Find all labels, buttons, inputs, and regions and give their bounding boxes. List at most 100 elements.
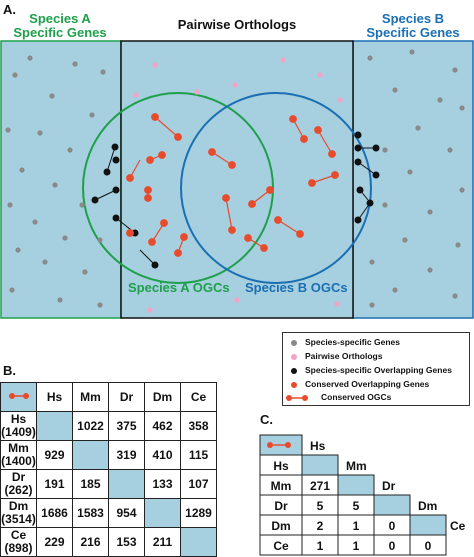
conserved-overlapping-genes (126, 113, 339, 257)
red-dot (314, 126, 322, 134)
red-link (277, 219, 301, 235)
table-cell: 185 (72, 469, 109, 499)
table-row: Dm (3514) 1686 1583 954 1289 (0, 498, 217, 528)
table-b-row-header: Dm (3514) (0, 498, 37, 528)
species-b-header-line2: Specific Genes (366, 25, 460, 40)
row-count: (898) (4, 541, 33, 555)
red-dot (180, 233, 188, 241)
table-cell: 358 (180, 411, 217, 441)
table-cell: 216 (72, 527, 109, 557)
table-b-col-header: Hs (36, 382, 73, 412)
red-dot (222, 194, 230, 202)
red-dot (331, 171, 339, 179)
table-b-col-header: Dr (108, 382, 145, 412)
legend: Species-specific Genes Pairwise Ortholog… (282, 332, 470, 406)
grey-dot (72, 61, 78, 67)
table-cell-value: 5 (353, 499, 360, 513)
black-dot (354, 144, 362, 152)
table-row: Mm (1400) 929 319 410 115 (0, 440, 217, 470)
black-dot (112, 186, 120, 194)
table-c-diag-cell (409, 514, 447, 536)
table-cell: 211 (144, 527, 181, 557)
black-dot (372, 144, 380, 152)
panel-a-diagram (0, 40, 474, 319)
species-a-ogcs-label: Species A OGCs (128, 280, 230, 295)
legend-label: Species-specific Overlapping Genes (305, 365, 452, 375)
red-dot (300, 135, 308, 143)
table-b-row-header: Hs (1409) (0, 411, 37, 441)
black-dot (366, 199, 374, 207)
pink-dot (234, 297, 240, 303)
red-dot (328, 150, 336, 158)
table-b-row-header: Dr (262) (0, 469, 37, 499)
grey-dot (427, 209, 433, 215)
red-link (311, 174, 336, 184)
red-dot (296, 230, 304, 238)
red-dot (266, 186, 274, 194)
red-dot (260, 244, 268, 252)
table-b-row-header: Mm (1400) (0, 440, 37, 470)
grey-dot (392, 287, 398, 293)
red-dumbbell-icon (8, 392, 29, 399)
table-c-col-header: Ce (450, 519, 466, 533)
species-specific-genes-b (367, 49, 465, 308)
table-cell: 107 (180, 469, 217, 499)
table-cell: 319 (108, 440, 145, 470)
row-name: Ce (10, 528, 27, 542)
black-dot (356, 186, 364, 194)
pink-dot (147, 307, 153, 313)
table-c-col-header: Dm (418, 499, 437, 513)
black-dot (354, 131, 362, 139)
pink-dot-icon (291, 354, 297, 360)
row-count: (262) (4, 483, 33, 497)
pairwise-ortholog-dots (133, 57, 343, 313)
black-dot (151, 261, 159, 269)
red-dot (151, 113, 159, 121)
table-b-row-header: Ce (898) (0, 527, 37, 557)
black-dot (112, 156, 120, 164)
black-dot (112, 214, 120, 222)
grey-dot (415, 125, 421, 131)
red-dot (144, 186, 152, 194)
table-cell-value: 0 (389, 519, 396, 533)
pairwise-region (120, 40, 354, 319)
species-a-header-line2: Specific Genes (13, 25, 107, 40)
grey-dot (82, 269, 88, 275)
table-cell: 133 (144, 469, 181, 499)
grey-dot (452, 293, 458, 299)
table-c-col-header: Hs (310, 439, 326, 453)
table-b: Hs Mm Dr Dm Ce Hs (1409) 1022 375 462 358… (0, 382, 217, 557)
legend-label: Pairwise Orthologs (305, 351, 383, 361)
pink-dot (337, 97, 343, 103)
grey-dot (7, 202, 13, 208)
grey-dot (369, 302, 375, 308)
red-link (211, 151, 233, 166)
pink-dot (152, 62, 158, 68)
table-c-row-header: Dr (274, 499, 288, 513)
red-dumbbell-icon (286, 395, 308, 401)
red-dot (289, 115, 297, 123)
black-dot (354, 216, 362, 224)
species-a-header: Species A Specific Genes (0, 12, 120, 40)
grey-dot (447, 147, 453, 153)
grey-dot (57, 297, 63, 303)
black-dot (91, 196, 99, 204)
table-cell: 191 (36, 469, 73, 499)
table-cell-value: 5 (317, 499, 324, 513)
species-b-region (352, 40, 474, 319)
red-dot (126, 174, 134, 182)
table-cell: 1583 (72, 498, 109, 528)
red-dot (248, 200, 256, 208)
red-dot (274, 216, 282, 224)
table-cell-value: 0 (389, 539, 396, 553)
table-cell-value: 1 (317, 539, 324, 553)
pink-dot (280, 57, 286, 63)
table-cell: 375 (108, 411, 145, 441)
table-cell (108, 469, 145, 499)
pink-dot (334, 301, 340, 307)
table-c-diag-cell (373, 494, 411, 516)
red-dumbbell-icon (267, 442, 291, 448)
grey-dot (382, 147, 388, 153)
pink-dot (232, 82, 238, 88)
table-cell (144, 498, 181, 528)
